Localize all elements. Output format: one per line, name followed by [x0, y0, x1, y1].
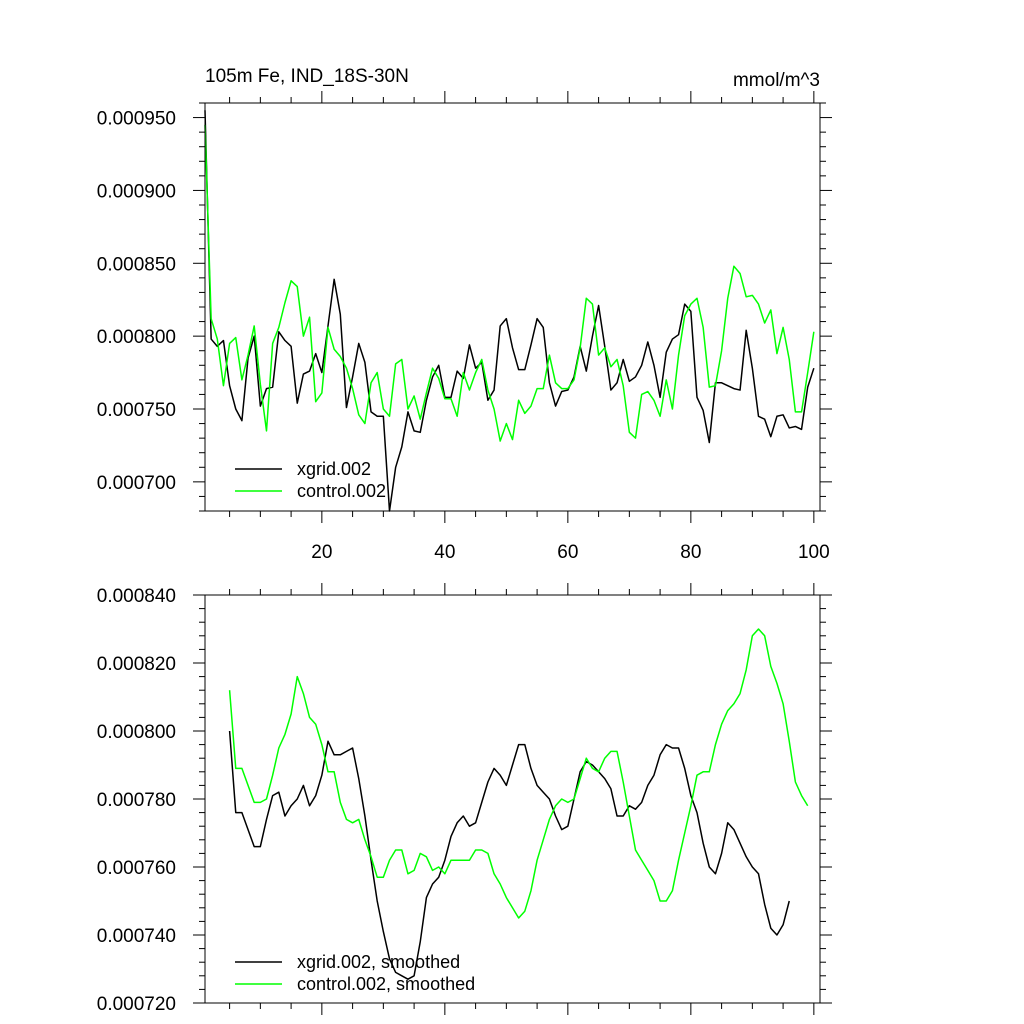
top-x-tick-label: 60 [557, 542, 578, 563]
bottom-y-tick-label: 0.000740 [97, 926, 176, 947]
bottom-legend-label-control: control.002, smoothed [297, 974, 475, 994]
bottom-series-line-xgrid [228, 730, 790, 980]
bottom-legend-label-xgrid: xgrid.002, smoothed [297, 952, 460, 972]
top-legend-label-xgrid: xgrid.002 [297, 459, 371, 479]
top-x-tick-label: 20 [311, 542, 332, 563]
top-x-tick-label: 100 [798, 542, 830, 563]
top-y-tick-label: 0.000700 [97, 473, 176, 494]
top-plot-frame [204, 102, 821, 512]
top-series-line-control [204, 124, 815, 442]
bottom-y-tick-label: 0.000720 [97, 994, 176, 1015]
bottom-y-tick-label: 0.000840 [97, 586, 176, 607]
top-y-tick-label: 0.000800 [97, 327, 176, 348]
top-y-tick-label: 0.000850 [97, 254, 176, 275]
top-y-tick-label: 0.000950 [97, 109, 176, 130]
bottom-series-line-control [228, 628, 809, 919]
bottom-y-tick-label: 0.000820 [97, 654, 176, 675]
top-x-tick-label: 80 [680, 542, 701, 563]
bottom-panel: 0.000720 0.000740 0.000760 0.000780 0.000800… [97, 583, 832, 1015]
top-y-tick-label: 0.000750 [97, 400, 176, 421]
bottom-y-tick-label: 0.000800 [97, 722, 176, 743]
top-x-tick-label: 40 [434, 542, 455, 563]
top-y-tick-label: 0.000900 [97, 181, 176, 202]
bottom-y-tick-label: 0.000760 [97, 858, 176, 879]
top-series-line-xgrid [204, 110, 815, 512]
top-panel: 105m Fe, IND_18S-30N mmol/m^3 0.000700 0.… [97, 66, 832, 563]
top-chart-title: 105m Fe, IND_18S-30N [205, 66, 409, 87]
top-legend-label-control: control.002 [297, 481, 386, 501]
top-chart-units: mmol/m^3 [733, 70, 820, 91]
bottom-y-tick-label: 0.000780 [97, 790, 176, 811]
